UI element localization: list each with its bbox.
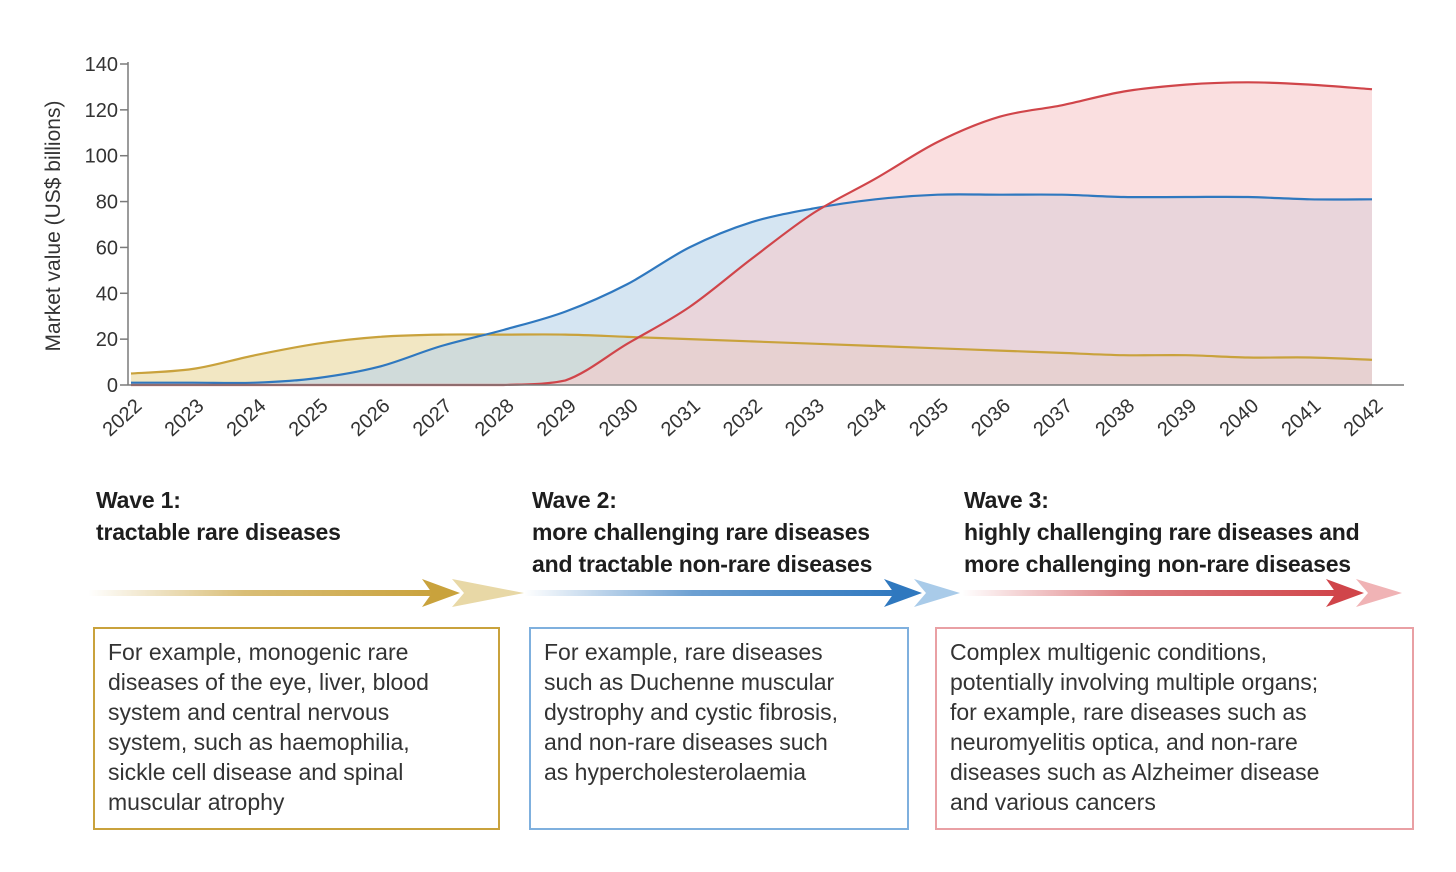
x-tick-label: 2034: [843, 395, 891, 441]
x-tick-label: 2039: [1153, 395, 1201, 441]
x-tick-label: 2027: [409, 395, 457, 441]
wave-3-heading: Wave 3: highly challenging rare diseases…: [964, 484, 1360, 580]
wave-3-description-line: Complex multigenic conditions,: [950, 639, 1268, 665]
y-tick-label: 80: [96, 192, 118, 214]
wave-1-description-line: For example, monogenic rare: [108, 639, 409, 665]
x-tick-label: 2038: [1091, 395, 1139, 441]
wave-3-description-line: and various cancers: [950, 789, 1156, 815]
x-tick-label: 2042: [1340, 395, 1388, 441]
x-tick-label: 2023: [161, 395, 209, 441]
arrow-head: [1326, 579, 1364, 607]
x-tick-label: 2036: [967, 395, 1015, 441]
arrow-ghost-head: [1356, 579, 1402, 607]
wave-3-subtitle-line-2: more challenging non-rare diseases: [964, 551, 1351, 577]
wave-1-title: Wave 1:: [96, 487, 181, 513]
wave-2-title: Wave 2:: [532, 487, 617, 513]
wave-3-description-line: for example, rare diseases such as: [950, 699, 1307, 725]
y-axis-label: Market value (US$ billions): [42, 101, 65, 352]
y-tick-label: 60: [96, 237, 118, 259]
wave-3-description-line: diseases such as Alzheimer disease: [950, 759, 1320, 785]
wave-1-description-line: system and central nervous: [108, 699, 390, 725]
arrow-ghost-head: [914, 579, 960, 607]
x-tick-label: 2030: [595, 395, 643, 441]
x-tick-label: 2033: [781, 395, 829, 441]
wave-1-description-line: sickle cell disease and spinal: [108, 759, 404, 785]
wave-3-arrow: [962, 579, 1402, 607]
x-tick-label: 2026: [347, 395, 395, 441]
wave-1-arrow: [88, 579, 524, 607]
y-tick-label: 140: [85, 54, 118, 76]
x-tick-label: 2024: [223, 395, 271, 441]
x-tick-label: 2032: [719, 395, 767, 441]
series-3-area: [131, 82, 1372, 386]
wave-1-heading: Wave 1: tractable rare diseases: [96, 484, 341, 548]
wave-1-subtitle-line-1: tractable rare diseases: [96, 519, 341, 545]
wave-2-description-line: as hypercholesterolaemia: [544, 759, 807, 785]
arrow-ghost-head: [452, 579, 524, 607]
wave-3-description-line: potentially involving multiple organs;: [950, 669, 1319, 695]
wave-2-description-box: For example, rare diseases such as Duche…: [529, 627, 909, 830]
x-tick-label: 2037: [1029, 395, 1077, 441]
x-tick-label: 2035: [905, 395, 953, 441]
series-2-line: [130, 193, 1373, 385]
x-tick-label: 2041: [1278, 395, 1326, 441]
arrow-shaft: [962, 590, 1340, 596]
wave-3-subtitle-line-1: highly challenging rare diseases and: [964, 519, 1360, 545]
x-tick-label: 2040: [1215, 395, 1263, 441]
x-tick-label: 2028: [471, 395, 519, 441]
wave-2-heading: Wave 2: more challenging rare diseases a…: [532, 484, 872, 580]
x-tick-label: 2022: [99, 395, 147, 441]
wave-3-description-box: Complex multigenic conditions, potential…: [935, 627, 1414, 830]
wave-2-description-line: and non-rare diseases such: [544, 729, 828, 755]
series-1-line: [130, 333, 1373, 375]
wave-1-description-line: diseases of the eye, liver, blood: [108, 669, 429, 695]
arrow-head: [884, 579, 922, 607]
wave-2-subtitle-line-1: more challenging rare diseases: [532, 519, 870, 545]
wave-3-description-line: neuromyelitis optica, and non-rare: [950, 729, 1298, 755]
wave-1-description-box: For example, monogenic rare diseases of …: [93, 627, 500, 830]
arrow-head: [422, 579, 460, 607]
wave-2-arrow: [524, 579, 960, 607]
y-tick-label: 0: [107, 375, 118, 397]
y-tick-label: 40: [96, 283, 118, 305]
wave-2-description-line: For example, rare diseases: [544, 639, 823, 665]
arrow-shaft: [88, 590, 436, 596]
x-tick-label: 2029: [533, 395, 581, 441]
chart-areas: [131, 82, 1372, 386]
y-tick-label: 120: [85, 100, 118, 122]
wave-1-description-line: system, such as haemophilia,: [108, 729, 410, 755]
wave-2-subtitle-line-2: and tractable non-rare diseases: [532, 551, 873, 577]
arrow-shaft: [524, 590, 898, 596]
y-tick-label: 100: [85, 146, 118, 168]
wave-2-description-line: dystrophy and cystic fibrosis,: [544, 699, 839, 725]
x-tick-label: 2025: [285, 395, 333, 441]
y-tick-label: 20: [96, 329, 118, 351]
x-tick-label: 2031: [657, 395, 705, 441]
wave-1-description-line: muscular atrophy: [108, 789, 285, 815]
wave-2-description-line: such as Duchenne muscular: [544, 669, 835, 695]
wave-3-title: Wave 3:: [964, 487, 1049, 513]
